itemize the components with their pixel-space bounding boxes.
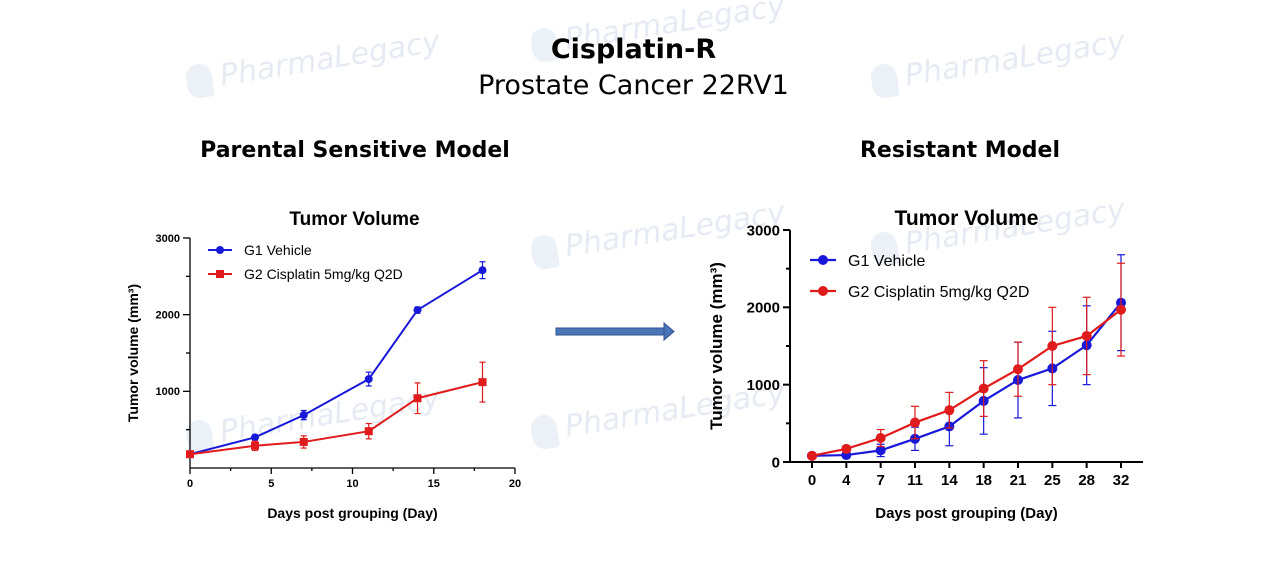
y-axis-label: Tumor volume (mm³)	[707, 262, 726, 430]
data-point	[478, 378, 487, 387]
data-point	[413, 306, 422, 315]
legend-label: G1 Vehicle	[848, 253, 925, 270]
series-line	[811, 302, 1122, 457]
series-line	[811, 308, 1122, 457]
data-point	[1081, 330, 1092, 341]
x-tick-label: 0	[808, 472, 816, 489]
data-point	[1013, 364, 1023, 375]
x-tick-label: 4	[842, 472, 851, 489]
right-chart: 0 1000 2000 3000 0 4 7 11 14 18 21 25 28 32 Tumor Volu…	[707, 207, 1143, 522]
x-axis-label: Days post grouping (Day)	[875, 505, 1058, 522]
legend-label: G2 Cisplatin 5mg/kg Q2D	[848, 284, 1029, 301]
data-point	[841, 443, 852, 454]
data-point	[186, 450, 194, 459]
data-point	[1047, 341, 1058, 351]
data-point	[364, 427, 373, 436]
data-point	[364, 375, 373, 384]
data-point	[944, 405, 955, 416]
legend-marker	[216, 246, 224, 254]
x-tick-label: 15	[428, 478, 440, 490]
legend-label: G1 Vehicle	[244, 242, 312, 258]
y-axis-label: Tumor volume (mm³)	[125, 284, 141, 422]
left-panel-title: Parental Sensitive Model	[200, 138, 510, 163]
x-tick-label: 20	[509, 478, 521, 490]
legend-marker	[818, 255, 828, 265]
page-subtitle: Prostate Cancer 22RV1	[478, 70, 789, 101]
series-line	[189, 381, 483, 456]
data-point	[413, 394, 422, 403]
y-tick-label: 3000	[156, 233, 180, 245]
data-point	[875, 445, 886, 456]
data-point	[251, 433, 259, 442]
data-point	[299, 437, 308, 446]
data-point	[875, 433, 886, 444]
chart-title: Tumor Volume	[289, 209, 419, 230]
data-point	[910, 417, 920, 428]
y-tick-label: 3000	[747, 222, 780, 239]
x-tick-label: 25	[1044, 472, 1061, 489]
x-tick-label: 18	[975, 472, 992, 489]
series-line	[189, 269, 484, 456]
data-point	[251, 441, 259, 450]
x-tick-label: 28	[1078, 472, 1095, 489]
x-tick-label: 0	[187, 478, 193, 490]
x-tick-label: 7	[876, 472, 884, 489]
y-tick-label: 1000	[156, 386, 180, 398]
y-tick-label: 2000	[156, 310, 180, 322]
y-tick-label: 0	[772, 454, 780, 471]
legend-marker	[818, 286, 828, 296]
y-tick-label: 1000	[747, 377, 780, 394]
data-point	[978, 383, 989, 394]
data-point	[1116, 304, 1126, 315]
chart-title: Tumor Volume	[895, 207, 1039, 230]
right-panel-title: Resistant Model	[859, 138, 1060, 163]
left-chart: 1000 2000 3000 0 5 10 15 20 Tumor Volume Days pos…	[125, 209, 521, 521]
data-point	[478, 266, 487, 275]
x-tick-label: 21	[1010, 472, 1027, 489]
y-tick-label: 2000	[747, 300, 780, 317]
x-tick-label: 10	[346, 478, 358, 490]
x-tick-label: 5	[268, 478, 274, 490]
page-title: Cisplatin-R	[550, 34, 717, 65]
x-tick-label: 32	[1113, 472, 1130, 489]
data-point	[807, 450, 817, 461]
data-point	[299, 411, 308, 420]
legend-label: G2 Cisplatin 5mg/kg Q2D	[244, 266, 403, 282]
arrow-icon	[555, 321, 675, 342]
x-tick-label: 11	[907, 472, 923, 489]
x-tick-label: 14	[941, 472, 958, 489]
legend-marker	[216, 270, 224, 278]
x-axis-label: Days post grouping (Day)	[267, 505, 437, 521]
